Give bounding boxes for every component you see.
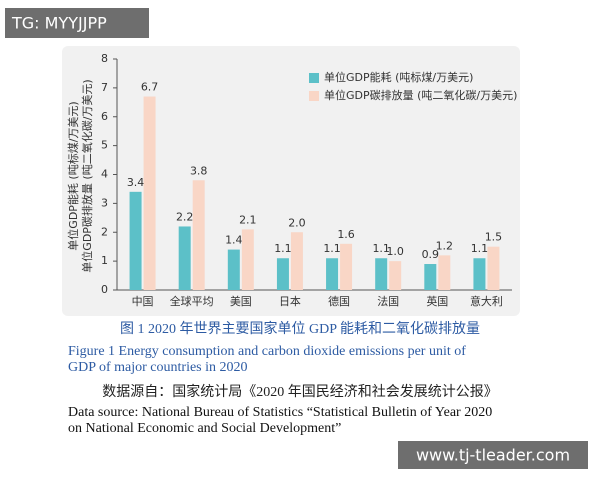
value-label: 1.4 (225, 234, 243, 247)
value-label: 2.0 (288, 216, 306, 229)
y-tick-label: 7 (101, 81, 108, 94)
source-zh: 数据源自：国家统计局《2020 年国民经济和社会发展统计公报》 (102, 383, 498, 400)
y-tick-label: 6 (101, 110, 108, 123)
y-axis-label: 单位GDP碳排放量 (吨二氧化碳/万美元) (80, 79, 94, 272)
value-label: 1.5 (485, 231, 503, 244)
y-axis-label: 单位GDP能耗 (吨标煤/万美元) (66, 101, 80, 250)
bar (375, 258, 388, 290)
value-label: 6.7 (141, 81, 159, 94)
bar (438, 255, 451, 290)
watermark: TG: MYYJJPP (11, 14, 107, 33)
caption-en: GDP of major countries in 2020 (68, 360, 248, 375)
bar (487, 246, 500, 290)
x-tick-label: 日本 (279, 294, 301, 308)
bar (424, 264, 437, 290)
legend-label: 单位GDP碳排放量 (吨二氧化碳/万美元) (324, 88, 517, 102)
y-tick-label: 4 (101, 168, 108, 181)
bar (290, 232, 303, 290)
value-label: 1.1 (372, 242, 390, 255)
legend-swatch (309, 91, 319, 101)
value-label: 1.6 (337, 228, 355, 241)
bar (326, 258, 339, 290)
x-tick-label: 美国 (230, 295, 252, 308)
caption-zh: 图 1 2020 年世界主要国家单位 GDP 能耗和二氧化碳排放量 (120, 320, 480, 337)
legend-swatch (309, 73, 319, 83)
bar (178, 226, 191, 290)
bar (241, 229, 254, 290)
x-tick-label: 法国 (377, 294, 399, 308)
bar (473, 258, 486, 290)
value-label: 1.1 (323, 242, 341, 255)
bar (276, 258, 289, 290)
watermark-box (398, 441, 588, 469)
bar (129, 191, 142, 290)
y-tick-label: 1 (101, 254, 108, 267)
caption-en: Figure 1 Energy consumption and carbon d… (68, 344, 466, 359)
value-label: 2.2 (176, 210, 194, 223)
watermark-box (5, 8, 149, 38)
bar (340, 243, 353, 290)
bar (227, 249, 240, 290)
bar (143, 96, 156, 290)
y-tick-label: 5 (101, 139, 108, 152)
value-label: 0.9 (422, 248, 440, 261)
bar (192, 180, 205, 290)
source-en: Data source: National Bureau of Statisti… (68, 405, 492, 420)
value-label: 1.1 (471, 242, 489, 255)
x-tick-label: 全球平均 (170, 294, 214, 308)
x-tick-label: 意大利 (470, 294, 503, 308)
y-tick-label: 2 (101, 225, 108, 238)
legend-label: 单位GDP能耗 (吨标煤/万美元) (324, 70, 473, 84)
x-tick-label: 中国 (132, 295, 154, 308)
x-tick-label: 英国 (426, 294, 448, 308)
watermark: www.tj-tleader.com (416, 446, 570, 465)
bar (389, 261, 402, 290)
value-label: 3.4 (127, 176, 145, 189)
value-label: 2.1 (239, 213, 257, 226)
x-tick-label: 德国 (328, 294, 350, 308)
value-label: 1.2 (436, 239, 454, 252)
value-label: 3.8 (190, 164, 208, 177)
chart-panel (62, 46, 520, 316)
value-label: 1.0 (386, 245, 404, 258)
y-tick-label: 3 (101, 196, 108, 209)
y-tick-label: 0 (101, 283, 108, 296)
y-tick-label: 8 (101, 52, 108, 65)
source-en: on National Economic and Social Developm… (68, 421, 341, 436)
value-label: 1.1 (274, 242, 292, 255)
